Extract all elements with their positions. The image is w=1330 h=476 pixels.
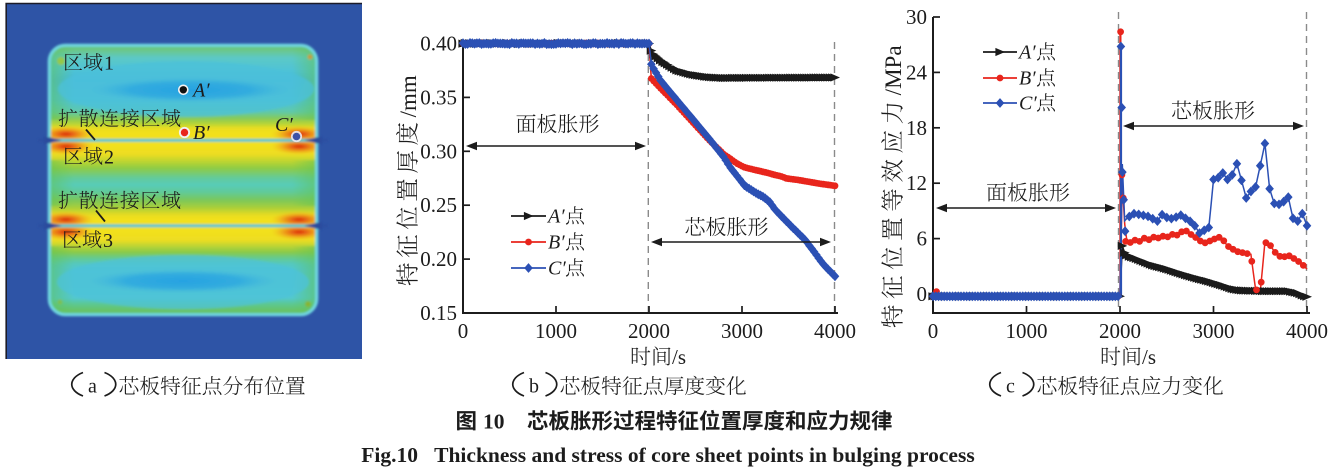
svg-text:24: 24 bbox=[906, 60, 928, 84]
svg-text:2000: 2000 bbox=[1099, 319, 1141, 343]
svg-text:c: c bbox=[1006, 376, 1015, 398]
svg-text:a: a bbox=[88, 376, 97, 398]
svg-text:B′: B′ bbox=[1019, 68, 1036, 90]
svg-text:3: 3 bbox=[103, 230, 113, 252]
svg-text:4000: 4000 bbox=[1286, 319, 1328, 343]
svg-text:1000: 1000 bbox=[1006, 319, 1048, 343]
svg-text:0.15: 0.15 bbox=[420, 301, 457, 325]
svg-text:0.20: 0.20 bbox=[420, 247, 457, 271]
svg-text:0: 0 bbox=[458, 319, 469, 343]
svg-text:/MPa: /MPa bbox=[881, 45, 906, 95]
svg-text:C′: C′ bbox=[275, 114, 293, 136]
svg-text:C′: C′ bbox=[1019, 93, 1037, 115]
svg-text:1: 1 bbox=[104, 53, 114, 75]
svg-text:A′: A′ bbox=[1017, 42, 1036, 64]
svg-text:/s: /s bbox=[1142, 345, 1156, 369]
svg-text:/s: /s bbox=[672, 345, 686, 369]
svg-text:2000: 2000 bbox=[628, 319, 670, 343]
svg-text:B′: B′ bbox=[548, 232, 565, 254]
svg-text:4000: 4000 bbox=[814, 319, 856, 343]
svg-text:3000: 3000 bbox=[1193, 319, 1235, 343]
svg-text:18: 18 bbox=[906, 116, 927, 140]
svg-text:10: 10 bbox=[483, 410, 505, 434]
svg-text:B′: B′ bbox=[193, 122, 210, 144]
svg-text:0.40: 0.40 bbox=[420, 32, 457, 56]
svg-text:3000: 3000 bbox=[721, 319, 763, 343]
svg-text:C′: C′ bbox=[548, 258, 566, 280]
svg-text:12: 12 bbox=[906, 171, 927, 195]
svg-text:Fig.10 Thickness and stress: Fig.10 Thickness and stress of core shee… bbox=[361, 443, 974, 467]
svg-text:1000: 1000 bbox=[535, 319, 577, 343]
svg-text:0: 0 bbox=[928, 319, 939, 343]
svg-text:A′: A′ bbox=[191, 80, 210, 102]
svg-text:0.25: 0.25 bbox=[420, 193, 457, 217]
svg-text:b: b bbox=[529, 376, 539, 398]
svg-text:A′: A′ bbox=[546, 206, 565, 228]
svg-text:6: 6 bbox=[917, 227, 928, 251]
svg-text:0: 0 bbox=[917, 282, 928, 306]
svg-text:30: 30 bbox=[906, 5, 927, 29]
svg-text:2: 2 bbox=[104, 146, 114, 168]
svg-text:0.30: 0.30 bbox=[420, 139, 457, 163]
svg-text:0.35: 0.35 bbox=[420, 85, 457, 109]
svg-text:/mm: /mm bbox=[396, 75, 421, 117]
